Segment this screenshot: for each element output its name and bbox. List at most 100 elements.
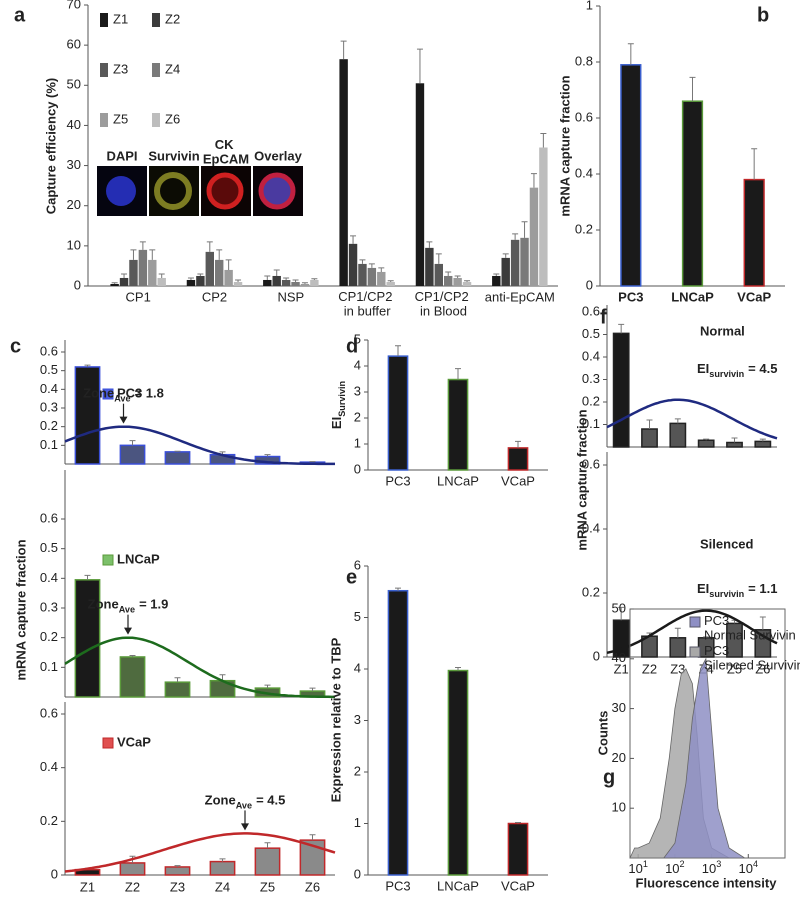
histogram-area [663,657,747,859]
superscript: 2 [680,859,685,869]
y-tick-label: 0.2 [575,221,593,236]
bar [74,579,101,698]
bar [612,332,630,448]
error-bar [445,271,452,276]
error-bar [689,76,696,102]
y-tick-label: 40 [612,650,626,665]
subscript: survivin [709,369,744,379]
error-bar [759,438,766,442]
y-tick-label: 10 [67,237,81,252]
panel-label: d [346,335,358,357]
legend-label: PC3 Normal Survivin [704,613,796,642]
bar [377,271,386,286]
text-part: 10 [739,861,753,876]
error-bar [84,364,91,367]
inset-cell [154,172,192,210]
error-bar [273,269,280,276]
x-tick-label: NSP [277,289,304,304]
legend-label: Z4 [165,61,180,76]
annotation: EIsurvivin = 1.1 [697,581,777,599]
fit-curve [64,832,336,873]
x-tick-label: LNCaP [671,289,714,304]
error-bar [174,865,181,867]
y-axis-label: mRNA capture fraction [13,539,28,680]
text-part: EI [697,361,709,376]
bar [148,259,157,286]
bar [119,656,146,698]
y-tick-label: 60 [67,37,81,52]
subscript: Ave [236,801,252,811]
x-tick-label: Z1 [80,879,95,894]
text-part: = 1.1 [748,581,777,596]
bar [164,681,191,698]
y-tick-label: 50 [67,77,81,92]
error-bar [301,282,308,284]
y-tick-label: 0.6 [582,303,600,318]
bar [186,279,196,286]
y-tick-label: 0.5 [40,540,58,555]
y-tick-label: 0.2 [40,813,58,828]
bar [339,59,348,286]
bar [529,187,539,286]
error-bar [219,858,226,862]
error-bar [395,345,401,357]
bar [681,100,704,287]
bar [272,275,281,286]
y-tick-label: 0.4 [40,381,58,396]
y-tick-label: 30 [67,157,81,172]
x-tick-label: PC3 [618,289,643,304]
y-tick-label: 0.4 [582,520,600,535]
bar [367,267,377,286]
error-bar [174,677,181,683]
y-tick-label: 0.4 [40,570,58,585]
legend-swatch [689,646,701,658]
panel-label: f [600,306,607,328]
y-tick-label: 0.4 [575,165,593,180]
y-tick-label: 0 [354,461,361,476]
error-bar [129,654,136,657]
x-tick-label: Z6 [755,661,770,676]
y-tick-label: 1 [586,0,593,12]
annotation: ZoneAve = 1.8 [83,386,164,404]
x-tick-label: anti-EpCAM [485,289,555,304]
legend-label: Z1 [113,11,128,26]
y-tick-label: 20 [612,750,626,765]
y-tick-label: 0 [586,277,593,292]
subscript: Survivin [337,381,347,417]
inset-label: Survivin [148,148,199,163]
error-bar [416,48,423,84]
error-bar [309,461,316,463]
text-part: Zone [205,793,236,808]
text-part: EI [329,417,344,429]
error-bar [216,249,223,260]
y-tick-label: 0.1 [40,437,58,452]
bar [74,366,101,465]
bar [697,439,715,448]
x-tick-label: CP2 [202,289,227,304]
bar [510,239,520,286]
x-tick-label: CP1 [126,289,151,304]
annotation: ZoneAve = 4.5 [205,793,286,811]
legend-label: PC3 Silenced Survivin [704,643,800,672]
bar [501,257,510,286]
error-bar [368,263,375,268]
bar [281,279,291,286]
bar [196,275,205,286]
error-bar [646,419,653,429]
error-bar [139,241,146,250]
bar [507,447,529,471]
legend-label: Z5 [113,111,128,126]
x-tick-label: PC3 [385,473,410,488]
y-tick-label: 0 [51,866,58,881]
legend-label: Z3 [113,61,128,76]
text-part: Zone [88,597,119,612]
legend-swatch [689,616,701,628]
panel-label: a [14,4,26,26]
subscript: survivin [709,589,744,599]
bar [492,275,501,286]
y-tick-label: 4 [354,660,361,675]
error-bar [264,275,271,280]
bar [726,441,743,448]
error-bar [387,280,394,282]
